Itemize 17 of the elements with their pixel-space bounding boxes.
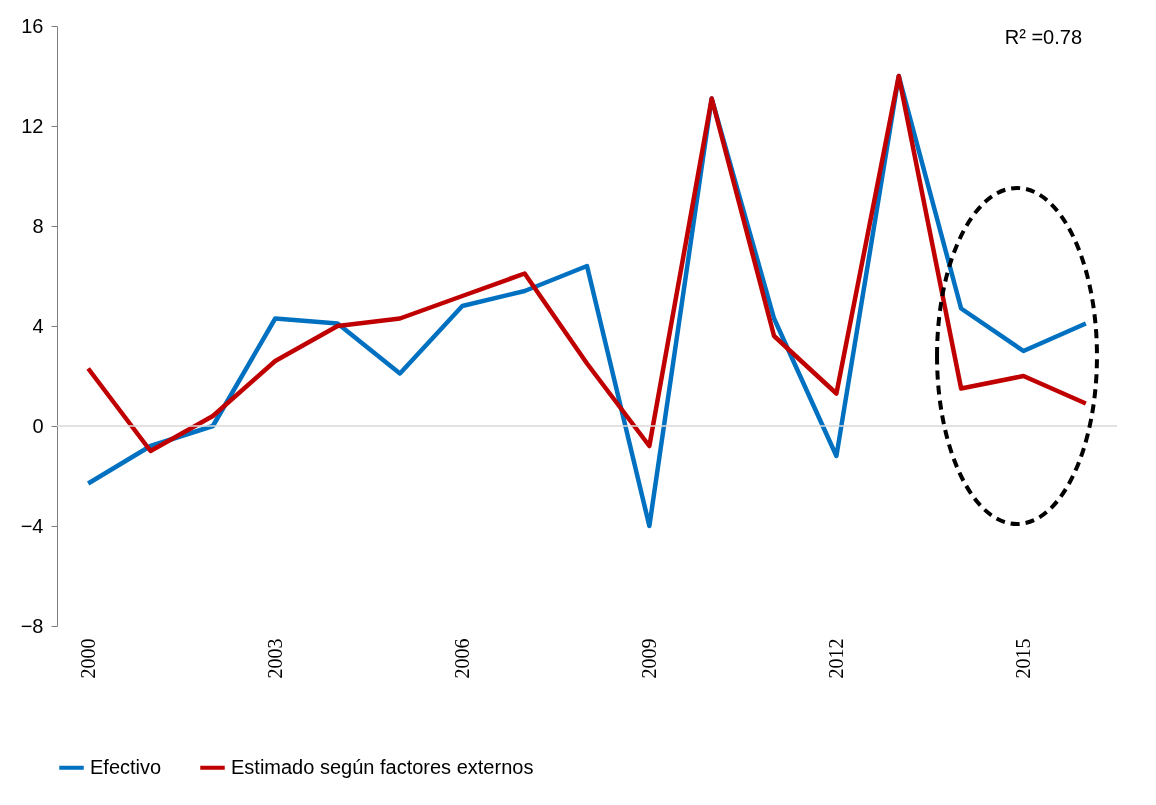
legend-label: Estimado según factores externos bbox=[231, 755, 534, 778]
annotation: R² =0.78 bbox=[1004, 26, 1082, 48]
y-tick-label: 12 bbox=[21, 114, 44, 137]
y-tick-label: 0 bbox=[32, 414, 44, 437]
x-tick-label: 2006 bbox=[450, 638, 473, 679]
y-tick-label: −4 bbox=[20, 514, 44, 537]
x-tick-label: 2015 bbox=[1011, 638, 1034, 679]
y-tick-label: 8 bbox=[32, 214, 44, 237]
y-tick-label: 16 bbox=[21, 14, 44, 37]
y-tick-label: 4 bbox=[32, 314, 44, 337]
y-tick-label: −8 bbox=[20, 614, 44, 637]
line-series bbox=[85, 73, 1089, 454]
x-tick-label: 2003 bbox=[263, 638, 286, 679]
x-tick-label: 2009 bbox=[637, 638, 660, 679]
x-tick-label: 2000 bbox=[76, 638, 99, 679]
legend-label: Efectivo bbox=[90, 755, 162, 778]
x-tick-label: 2012 bbox=[824, 638, 847, 679]
